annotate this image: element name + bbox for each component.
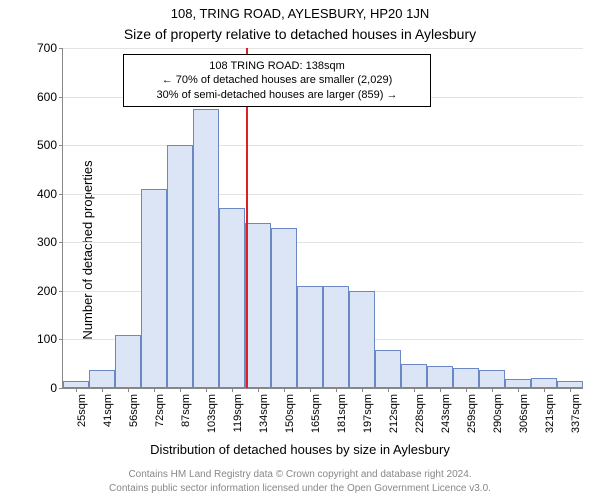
gridline	[63, 48, 583, 49]
bar	[531, 378, 556, 388]
page-subtitle: Size of property relative to detached ho…	[0, 26, 600, 42]
annotation-box: 108 TRING ROAD: 138sqm← 70% of detached …	[123, 54, 431, 107]
y-tick-label: 0	[50, 381, 57, 395]
x-tick-mark	[128, 388, 129, 392]
y-tick-mark	[59, 388, 63, 389]
y-tick-label: 100	[37, 332, 57, 346]
gridline	[63, 145, 583, 146]
x-tick-mark	[388, 388, 389, 392]
y-tick-mark	[59, 48, 63, 49]
x-tick-label: 197sqm	[362, 394, 374, 433]
bar	[193, 109, 218, 388]
x-tick-label: 87sqm	[180, 394, 192, 427]
x-tick-mark	[492, 388, 493, 392]
x-tick-mark	[180, 388, 181, 392]
bar	[453, 368, 478, 388]
x-tick-mark	[440, 388, 441, 392]
x-tick-mark	[232, 388, 233, 392]
y-tick-mark	[59, 291, 63, 292]
bar	[297, 286, 322, 388]
bar	[375, 350, 400, 388]
x-axis-label: Distribution of detached houses by size …	[0, 442, 600, 457]
x-tick-label: 150sqm	[284, 394, 296, 433]
x-tick-mark	[102, 388, 103, 392]
x-tick-mark	[414, 388, 415, 392]
x-tick-mark	[206, 388, 207, 392]
bar	[219, 208, 244, 388]
bar	[349, 291, 374, 388]
x-tick-label: 165sqm	[310, 394, 322, 433]
bar	[323, 286, 348, 388]
y-tick-label: 600	[37, 90, 57, 104]
bar	[167, 145, 192, 388]
bar	[427, 366, 452, 388]
x-tick-mark	[544, 388, 545, 392]
y-tick-label: 700	[37, 41, 57, 55]
chart-plot-area: 010020030040050060070025sqm41sqm56sqm72s…	[62, 48, 583, 389]
x-tick-label: 56sqm	[128, 394, 140, 427]
bar	[141, 189, 166, 388]
y-tick-mark	[59, 339, 63, 340]
annotation-line-3: 30% of semi-detached houses are larger (…	[132, 88, 422, 102]
x-tick-label: 212sqm	[388, 394, 400, 433]
x-tick-mark	[466, 388, 467, 392]
y-tick-mark	[59, 242, 63, 243]
bar	[505, 379, 530, 388]
page-address: 108, TRING ROAD, AYLESBURY, HP20 1JN	[0, 6, 600, 21]
bar	[89, 370, 114, 388]
x-tick-label: 306sqm	[518, 394, 530, 433]
footer-attribution: Contains HM Land Registry data © Crown c…	[0, 468, 600, 495]
x-tick-label: 321sqm	[544, 394, 556, 433]
annotation-line-2: ← 70% of detached houses are smaller (2,…	[132, 73, 422, 87]
x-tick-label: 337sqm	[570, 394, 582, 433]
y-tick-label: 200	[37, 284, 57, 298]
x-tick-mark	[570, 388, 571, 392]
x-tick-mark	[362, 388, 363, 392]
x-tick-label: 259sqm	[466, 394, 478, 433]
x-tick-mark	[518, 388, 519, 392]
x-tick-mark	[336, 388, 337, 392]
bar	[115, 335, 140, 388]
y-tick-label: 300	[37, 235, 57, 249]
x-tick-label: 72sqm	[154, 394, 166, 427]
x-tick-label: 181sqm	[336, 394, 348, 433]
bar	[557, 381, 582, 388]
annotation-line-1: 108 TRING ROAD: 138sqm	[132, 59, 422, 73]
bar	[271, 228, 296, 388]
bar	[245, 223, 270, 388]
y-tick-label: 400	[37, 187, 57, 201]
y-tick-mark	[59, 194, 63, 195]
bar	[401, 364, 426, 388]
y-tick-label: 500	[37, 138, 57, 152]
y-tick-mark	[59, 145, 63, 146]
bar	[63, 381, 88, 388]
x-tick-mark	[284, 388, 285, 392]
x-tick-mark	[310, 388, 311, 392]
x-tick-mark	[76, 388, 77, 392]
x-tick-mark	[258, 388, 259, 392]
bar	[479, 370, 504, 388]
x-tick-label: 243sqm	[440, 394, 452, 433]
x-tick-label: 290sqm	[492, 394, 504, 433]
x-tick-label: 119sqm	[232, 394, 244, 432]
y-tick-mark	[59, 97, 63, 98]
x-tick-label: 228sqm	[414, 394, 426, 433]
footer-line-1: Contains HM Land Registry data © Crown c…	[0, 468, 600, 482]
x-tick-label: 103sqm	[206, 394, 218, 433]
x-tick-label: 41sqm	[102, 394, 114, 427]
x-tick-label: 134sqm	[258, 394, 270, 433]
footer-line-2: Contains public sector information licen…	[0, 482, 600, 496]
x-tick-mark	[154, 388, 155, 392]
x-tick-label: 25sqm	[76, 394, 88, 427]
